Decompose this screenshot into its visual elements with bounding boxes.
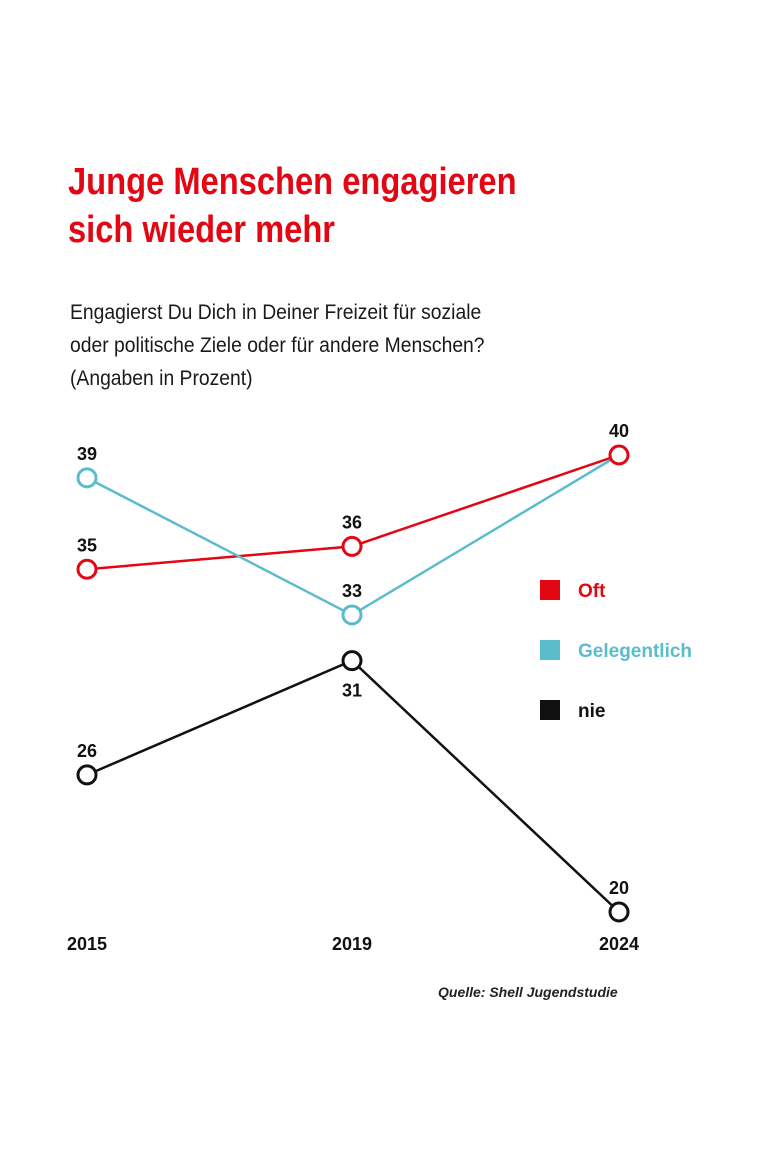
data-label: 33 [342, 581, 362, 601]
data-label: 39 [77, 444, 97, 464]
data-label: 20 [609, 878, 629, 898]
data-point [341, 650, 363, 672]
data-label: 35 [77, 535, 97, 555]
legend-swatch [540, 700, 560, 720]
chart-subtitle: Engagierst Du Dich in Deiner Freizeit fü… [70, 296, 485, 395]
data-point [76, 467, 98, 489]
data-point [341, 535, 363, 557]
data-label: 36 [342, 512, 362, 532]
legend-label: nie [578, 701, 605, 722]
x-tick-label: 2015 [67, 934, 107, 954]
chart-title: Junge Menschen engagieren sich wieder me… [68, 158, 550, 254]
source-note: Quelle: Shell Jugendstudie [438, 984, 618, 1000]
subtitle-line: Engagierst Du Dich in Deiner Freizeit fü… [70, 301, 482, 324]
data-label: 26 [77, 741, 97, 761]
legend-swatch [540, 580, 560, 600]
data-point [341, 604, 363, 626]
data-point [608, 444, 630, 466]
data-label: 31 [342, 681, 362, 701]
legend-label: Gelegentlich [578, 641, 692, 662]
legend-swatch [540, 640, 560, 660]
subtitle-line: oder politische Ziele oder für andere Me… [70, 334, 485, 357]
data-point [76, 558, 98, 580]
x-tick-label: 2019 [332, 934, 372, 954]
data-label: 40 [609, 421, 629, 441]
legend-label: Oft [578, 581, 606, 602]
subtitle-line: (Angaben in Prozent) [70, 367, 253, 390]
title-text: Junge Menschen engagieren sich wieder me… [68, 161, 517, 251]
x-tick-label: 2024 [599, 934, 639, 954]
data-point [608, 901, 630, 923]
data-point [76, 764, 98, 786]
